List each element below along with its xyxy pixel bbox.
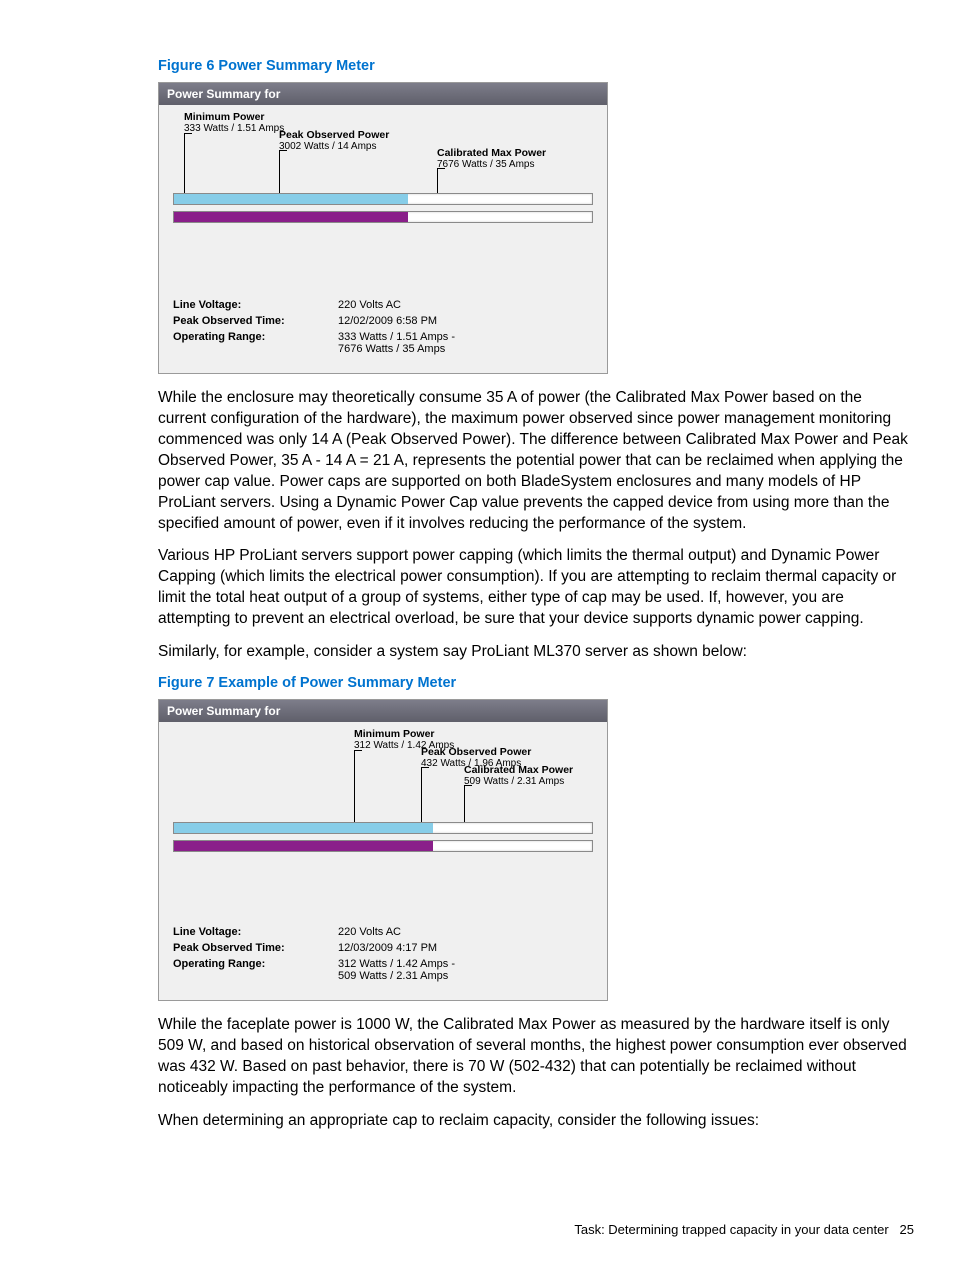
figure7-title: Figure 7 Example of Power Summary Meter bbox=[158, 675, 914, 691]
paragraph: Similarly, for example, consider a syste… bbox=[158, 642, 914, 663]
paragraph: While the faceplate power is 1000 W, the… bbox=[158, 1015, 914, 1099]
power-bar-2 bbox=[173, 840, 593, 852]
tick bbox=[279, 150, 287, 193]
figure7-meter: Power Summary for Minimum Power 312 Watt… bbox=[158, 699, 608, 1001]
figure6-meter: Power Summary for Minimum Power 333 Watt… bbox=[158, 82, 608, 374]
min-power-label: Minimum Power 333 Watts / 1.51 Amps bbox=[184, 111, 284, 135]
max-power-label: Calibrated Max Power 7676 Watts / 35 Amp… bbox=[437, 147, 546, 171]
peak-power-label: Peak Observed Power 3002 Watts / 14 Amps bbox=[279, 129, 389, 153]
page-footer: Task: Determining trapped capacity in yo… bbox=[574, 1222, 914, 1237]
paragraph: When determining an appropriate cap to r… bbox=[158, 1111, 914, 1132]
max-power-label: Calibrated Max Power 509 Watts / 2.31 Am… bbox=[464, 764, 573, 788]
paragraph: Various HP ProLiant servers support powe… bbox=[158, 546, 914, 630]
tick bbox=[354, 750, 362, 822]
tick bbox=[421, 767, 429, 822]
tick bbox=[464, 785, 472, 822]
tick bbox=[184, 133, 192, 193]
power-bar-1 bbox=[173, 193, 593, 205]
power-bar-1 bbox=[173, 822, 593, 834]
figure7-header: Power Summary for bbox=[159, 700, 607, 722]
paragraph: While the enclosure may theoretically co… bbox=[158, 388, 914, 534]
power-bar-2 bbox=[173, 211, 593, 223]
tick bbox=[437, 168, 445, 193]
figure7-info: Line Voltage:220 Volts AC Peak Observed … bbox=[159, 922, 607, 1000]
figure6-info: Line Voltage:220 Volts AC Peak Observed … bbox=[159, 295, 607, 373]
figure6-header: Power Summary for bbox=[159, 83, 607, 105]
figure6-title: Figure 6 Power Summary Meter bbox=[158, 58, 914, 74]
